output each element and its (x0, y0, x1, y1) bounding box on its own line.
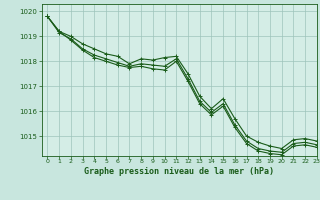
X-axis label: Graphe pression niveau de la mer (hPa): Graphe pression niveau de la mer (hPa) (84, 167, 274, 176)
